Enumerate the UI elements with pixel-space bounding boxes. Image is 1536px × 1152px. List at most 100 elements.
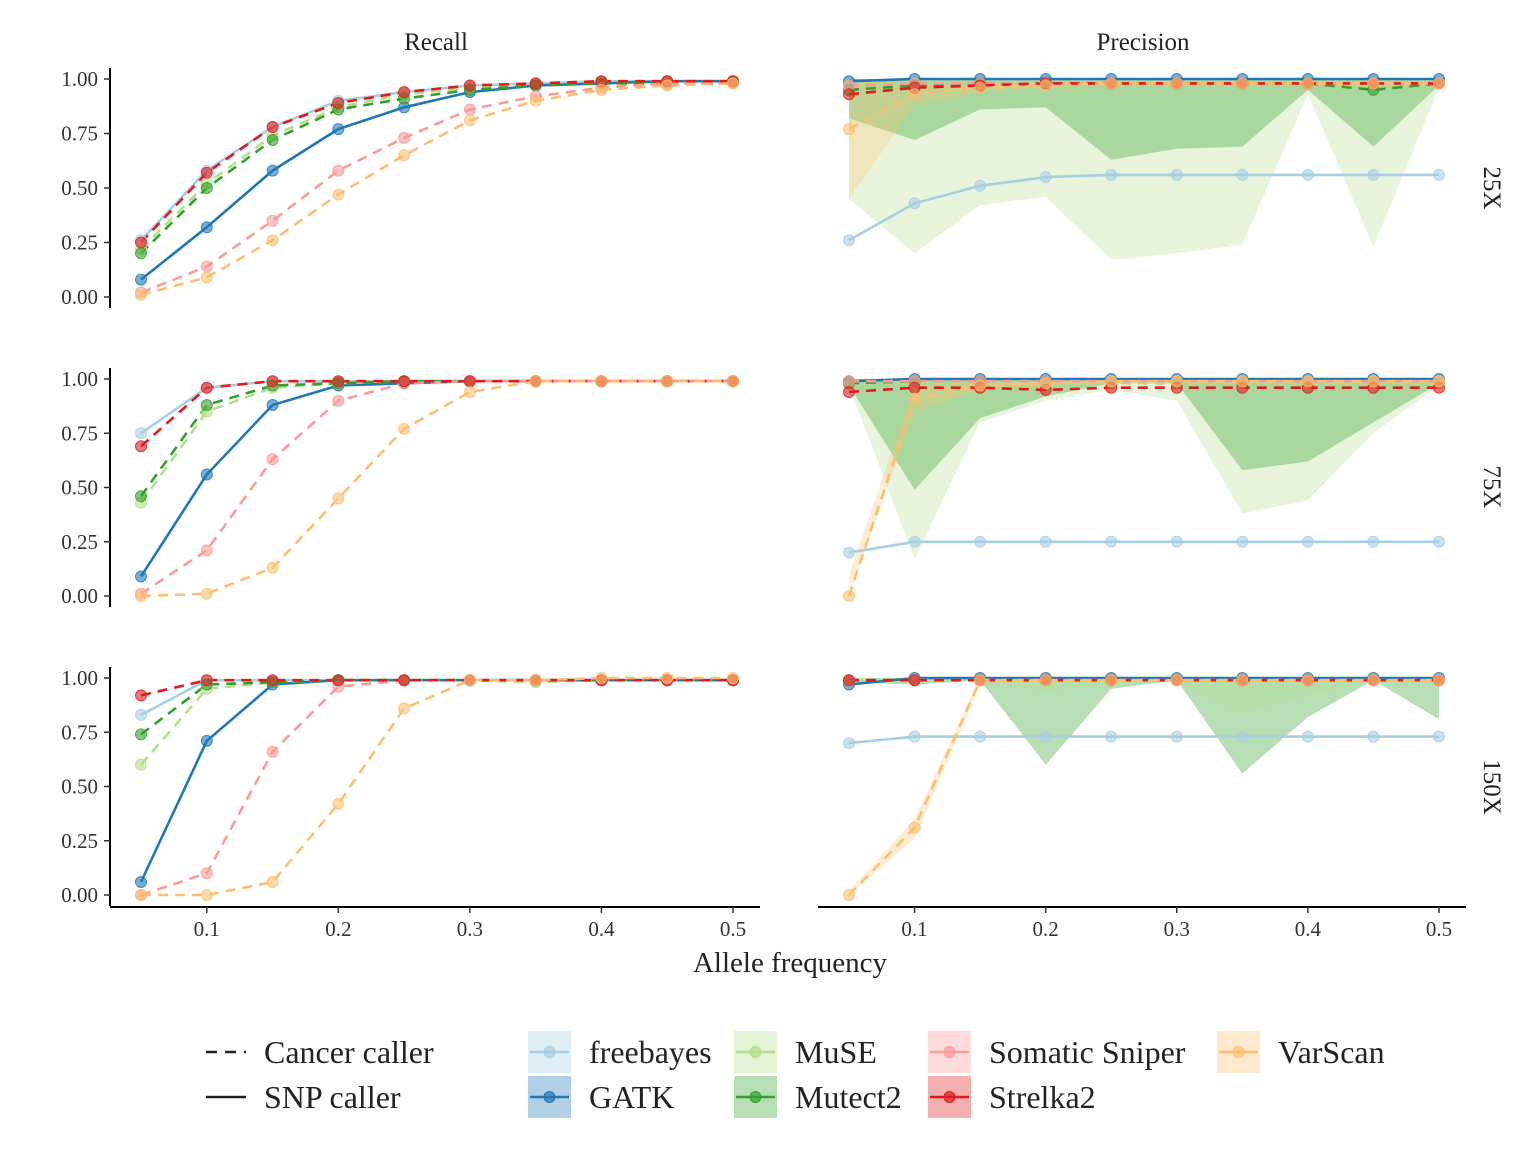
y-tick-label: 0.00 (61, 883, 98, 907)
data-point-strelka2 (398, 86, 411, 99)
y-tick-label: 0.75 (61, 122, 98, 146)
data-point-varscan (1105, 375, 1118, 388)
data-point-varscan (1367, 674, 1380, 687)
data-point-varscan (200, 889, 213, 901)
confidence-band-varscan (849, 678, 1439, 895)
data-point-strelka2 (908, 381, 921, 394)
data-point-strelka2 (463, 79, 476, 92)
series-line-strelka2 (140, 678, 733, 697)
data-point-freebayes (974, 179, 987, 192)
data-point-varscan (463, 386, 476, 398)
legend-label-somatic-sniper: Somatic Sniper (989, 1034, 1186, 1070)
panel-precision-75x (843, 373, 1445, 602)
data-point-strelka2 (332, 375, 345, 388)
data-point-varscan (529, 375, 542, 388)
data-point-somatic-sniper (266, 214, 279, 227)
data-point-freebayes (1105, 535, 1118, 548)
data-point-varscan (1367, 375, 1380, 388)
series-line-mutect2 (140, 79, 734, 255)
legend-label-freebayes: freebayes (589, 1034, 712, 1070)
data-point-freebayes (1301, 535, 1314, 548)
data-point-varscan (1236, 674, 1249, 687)
data-point-varscan (1433, 77, 1445, 90)
series-line-somatic-sniper (140, 82, 733, 294)
data-point-varscan (661, 79, 674, 92)
data-point-varscan (908, 392, 921, 405)
data-point-varscan (1301, 77, 1314, 90)
data-point-gatk (200, 221, 213, 234)
series-line-varscan (140, 379, 733, 598)
data-point-freebayes (135, 427, 147, 440)
y-tick-label: 0.50 (61, 476, 98, 500)
panel-recall-25x: 0.00 0.25 0.50 0.75 1.00 (61, 67, 739, 309)
legend-label-strelka2: Strelka2 (989, 1079, 1096, 1115)
column-strip-label-precision: Precision (1096, 29, 1190, 56)
data-point-varscan (595, 375, 608, 388)
confidence-band-mutect2 (849, 678, 1439, 774)
series-line-varscan (848, 82, 1439, 131)
x-tick-label: 0.2 (325, 917, 351, 941)
data-point-varscan (661, 672, 674, 684)
data-point-somatic-sniper (200, 260, 213, 273)
data-point-mutect2 (266, 134, 279, 146)
data-point-varscan (1236, 77, 1249, 90)
data-point-gatk (135, 570, 147, 583)
legend-key-point (543, 1046, 556, 1058)
series-line-strelka2 (848, 82, 1439, 96)
data-point-varscan (1367, 77, 1380, 90)
panel-recall-150x: 0.00 0.25 0.50 0.75 1.00 0.1 0.2 0.3 0.4 0.5 (61, 666, 760, 941)
data-point-somatic-sniper (332, 394, 345, 407)
y-tick-label: 1.00 (61, 666, 98, 690)
data-point-freebayes (1105, 168, 1118, 181)
data-point-freebayes (1433, 168, 1445, 181)
data-point-varscan (1105, 77, 1118, 90)
data-point-strelka2 (200, 166, 213, 179)
legend-key-point (749, 1091, 762, 1103)
data-point-varscan (1039, 79, 1052, 92)
legend-label-muse: MuSE (795, 1034, 877, 1070)
confidence-band-varscan (849, 79, 1439, 199)
data-point-freebayes (1236, 168, 1249, 181)
legend-item-strelka2: Strelka2 (928, 1076, 1096, 1118)
data-point-strelka2 (135, 689, 147, 702)
y-tick-label: 0.50 (61, 176, 98, 200)
data-point-varscan (1301, 674, 1314, 687)
data-point-freebayes (1105, 730, 1118, 743)
legend-item-gatk: GATK (528, 1076, 674, 1118)
data-point-freebayes (1236, 730, 1249, 743)
data-point-varscan (1170, 674, 1183, 687)
column-strip-label-recall: Recall (404, 29, 468, 56)
x-tick-label: 0.5 (720, 917, 746, 941)
data-point-freebayes (1236, 535, 1249, 548)
data-point-strelka2 (398, 674, 411, 687)
legend-key-point (943, 1091, 956, 1103)
y-tick-label: 1.00 (61, 367, 98, 391)
series-line-freebayes (140, 79, 733, 242)
data-point-varscan (661, 375, 674, 388)
data-point-somatic-sniper (266, 745, 279, 758)
confidence-band-muse (849, 678, 1439, 713)
data-point-varscan (332, 188, 345, 201)
data-point-freebayes (908, 197, 921, 210)
data-point-varscan (908, 88, 921, 101)
data-point-varscan (266, 561, 279, 574)
series-line-mutect2 (139, 379, 733, 497)
data-point-freebayes (1039, 535, 1052, 548)
data-point-varscan (843, 123, 855, 136)
row-strip-label-75x: 75X (1478, 465, 1505, 508)
row-strip-label-25x: 25X (1478, 166, 1505, 209)
data-point-mutect2 (135, 728, 147, 741)
legend-item-somatic-sniper: Somatic Sniper (928, 1031, 1186, 1073)
data-point-freebayes (1039, 730, 1052, 743)
data-point-freebayes (1301, 730, 1314, 743)
data-point-varscan (135, 590, 147, 602)
series-line-muse (140, 79, 733, 250)
data-point-varscan (974, 379, 987, 392)
y-tick-label: 0.25 (61, 829, 98, 853)
series-line-strelka2 (140, 79, 733, 244)
data-point-varscan (463, 674, 476, 687)
data-point-varscan (1039, 674, 1052, 687)
y-tick-label: 0.25 (61, 231, 98, 255)
data-point-strelka2 (135, 440, 147, 453)
x-axis-title: Allele frequency (693, 947, 888, 979)
